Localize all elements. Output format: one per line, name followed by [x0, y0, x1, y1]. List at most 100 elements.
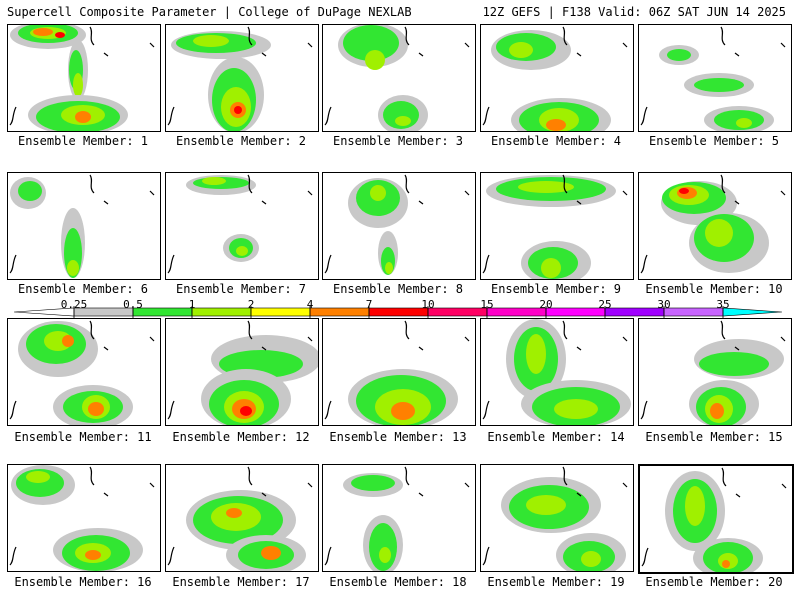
scp-contour-lime: [67, 260, 79, 276]
scp-shading-map: [641, 467, 787, 572]
ensemble-map-panel-10[interactable]: [638, 172, 792, 280]
scp-contour-green: [699, 352, 769, 376]
scp-contour-lime: [736, 118, 752, 128]
ensemble-member-caption: Ensemble Member: 12: [172, 430, 310, 444]
ensemble-map-panel-14[interactable]: [480, 318, 634, 426]
ensemble-map-panel-17[interactable]: [165, 464, 319, 572]
scp-contour-green: [343, 25, 399, 61]
scp-contour-orange: [546, 119, 566, 131]
ensemble-member-caption: Ensemble Member: 5: [648, 134, 780, 148]
ensemble-member-caption: Ensemble Member: 2: [175, 134, 307, 148]
colorbar-tick-label: 25: [598, 298, 612, 311]
ensemble-member-caption: Ensemble Member: 15: [645, 430, 783, 444]
scp-contour-red: [240, 406, 252, 416]
scp-contour-orange: [226, 508, 242, 518]
map-boundary-line: [149, 482, 155, 488]
ensemble-map-panel-18[interactable]: [322, 464, 476, 572]
scp-contour-lime: [685, 486, 705, 526]
ensemble-map-panel-8[interactable]: [322, 172, 476, 280]
scp-contour-orange: [391, 402, 415, 420]
map-boundary-line: [720, 174, 726, 194]
scp-shading-map: [482, 26, 628, 131]
map-boundary-line: [562, 174, 568, 194]
map-boundary-line: [324, 546, 332, 566]
ensemble-map-panel-13[interactable]: [322, 318, 476, 426]
colorbar-tick-label: 7: [365, 298, 373, 311]
map-boundary-line: [324, 400, 332, 420]
map-boundary-line: [9, 546, 17, 566]
colorbar-tick-label: 10: [421, 298, 435, 311]
map-boundary-line: [562, 466, 568, 486]
scp-contour-orange: [710, 403, 724, 419]
scp-contour-lime: [526, 495, 566, 515]
map-boundary-line: [464, 336, 470, 342]
map-boundary-line: [404, 174, 410, 194]
map-boundary-line: [89, 174, 95, 194]
map-boundary-line: [247, 26, 253, 46]
scp-contour-lime: [509, 42, 533, 58]
ensemble-member-caption: Ensemble Member: 11: [14, 430, 152, 444]
map-boundary-line: [780, 336, 786, 342]
map-boundary-line: [464, 190, 470, 196]
ensemble-member-caption: Ensemble Member: 13: [329, 430, 467, 444]
map-boundary-line: [622, 190, 628, 196]
ensemble-map-panel-5[interactable]: [638, 24, 792, 132]
scp-contour-lime: [202, 177, 226, 185]
ensemble-map-panel-19[interactable]: [480, 464, 634, 572]
ensemble-map-panel-11[interactable]: [7, 318, 161, 426]
scp-shading-map: [167, 26, 313, 131]
ensemble-map-panel-1[interactable]: [7, 24, 161, 132]
map-boundary-line: [167, 400, 175, 420]
scp-contour-orange: [261, 546, 281, 560]
scp-contour-lime: [526, 334, 546, 374]
product-title: Supercell Composite Parameter | College …: [7, 5, 412, 19]
scp-shading-map: [324, 25, 470, 131]
map-boundary-line: [622, 482, 628, 488]
ensemble-map-panel-7[interactable]: [165, 172, 319, 280]
scp-shading-map: [9, 25, 155, 131]
ensemble-map-panel-9[interactable]: [480, 172, 634, 280]
scp-contour-green: [694, 78, 744, 92]
map-boundary-line: [734, 346, 740, 351]
ensemble-member-caption: Ensemble Member: 4: [490, 134, 622, 148]
map-boundary-line: [720, 26, 726, 46]
map-boundary-line: [734, 52, 740, 57]
colorbar-tick-label: 2: [247, 298, 255, 311]
ensemble-map-panel-6[interactable]: [7, 172, 161, 280]
scp-contour-lime: [541, 258, 561, 278]
colorbar-segment-2: [250, 307, 311, 317]
ensemble-member-caption: Ensemble Member: 17: [172, 575, 310, 589]
scp-contour-green: [351, 475, 395, 491]
ensemble-map-panel-15[interactable]: [638, 318, 792, 426]
ensemble-map-panel-12[interactable]: [165, 318, 319, 426]
map-boundary-line: [562, 26, 568, 46]
scp-contour-lime: [365, 50, 385, 70]
map-boundary-line: [418, 346, 424, 351]
map-boundary-line: [247, 466, 253, 486]
map-boundary-line: [576, 52, 582, 57]
scp-contour-lime: [379, 547, 391, 563]
colorbar-tick-label: 15: [480, 298, 494, 311]
scp-contour-green: [369, 523, 397, 571]
ensemble-map-panel-2[interactable]: [165, 24, 319, 132]
map-boundary-line: [103, 52, 109, 57]
map-boundary-line: [734, 200, 740, 205]
ensemble-map-panel-16[interactable]: [7, 464, 161, 572]
scp-contour-lime: [554, 399, 598, 419]
map-boundary-line: [307, 336, 313, 342]
colorbar-segment-30: [663, 307, 724, 317]
map-boundary-line: [780, 42, 786, 48]
ensemble-map-panel-4[interactable]: [480, 24, 634, 132]
scp-shading-map: [482, 319, 631, 425]
ensemble-map-panel-3[interactable]: [322, 24, 476, 132]
colorbar-tick-label: 30: [657, 298, 671, 311]
map-boundary-line: [720, 320, 726, 340]
map-boundary-line: [103, 346, 109, 351]
scp-contour-lime: [73, 73, 83, 97]
ensemble-member-caption: Ensemble Member: 19: [487, 575, 625, 589]
scp-contour-lime: [193, 35, 229, 47]
ensemble-map-panel-20[interactable]: [638, 464, 794, 574]
colorbar-segment-7: [368, 307, 429, 317]
map-boundary-line: [562, 320, 568, 340]
map-boundary-line: [735, 493, 741, 498]
